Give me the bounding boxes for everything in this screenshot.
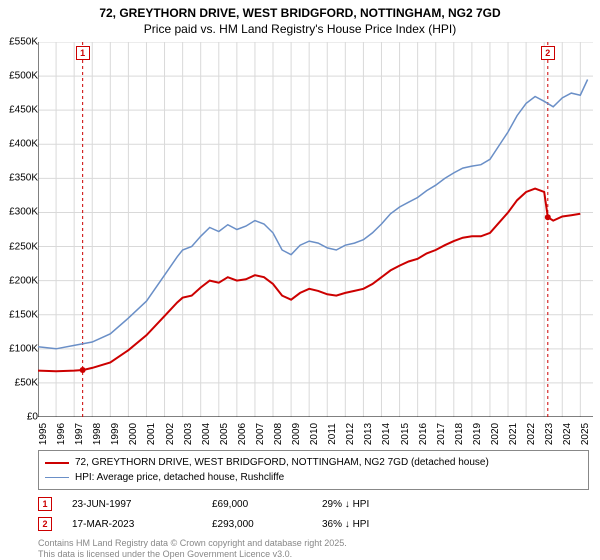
chart-plot (38, 42, 593, 417)
x-tick-label: 1996 (56, 423, 67, 445)
sales-table: 1 23-JUN-1997 £69,000 29% ↓ HPI 2 17-MAR… (38, 494, 589, 534)
y-tick-label: £150K (9, 309, 38, 320)
x-tick-label: 2009 (291, 423, 302, 445)
sale-date: 23-JUN-1997 (72, 499, 192, 510)
legend-swatch (45, 462, 69, 464)
sale-marker-box: 1 (76, 46, 90, 60)
x-tick-label: 2021 (508, 423, 519, 445)
x-tick-label: 2004 (201, 423, 212, 445)
sale-marker: 2 (38, 517, 52, 531)
x-tick-label: 2025 (580, 423, 591, 445)
x-tick-label: 2007 (255, 423, 266, 445)
x-tick-label: 1998 (92, 423, 103, 445)
legend-label: HPI: Average price, detached house, Rush… (75, 470, 284, 485)
x-tick-label: 2014 (381, 423, 392, 445)
attribution-line: This data is licensed under the Open Gov… (38, 549, 347, 560)
x-tick-label: 2022 (526, 423, 537, 445)
x-tick-label: 2011 (327, 423, 338, 445)
x-tick-label: 2019 (472, 423, 483, 445)
y-tick-label: £500K (9, 71, 38, 82)
y-tick-label: £450K (9, 105, 38, 116)
y-tick-label: £250K (9, 241, 38, 252)
x-tick-label: 2006 (237, 423, 248, 445)
y-tick-label: £400K (9, 139, 38, 150)
x-tick-label: 2012 (345, 423, 356, 445)
legend-label: 72, GREYTHORN DRIVE, WEST BRIDGFORD, NOT… (75, 455, 489, 470)
x-tick-label: 2010 (309, 423, 320, 445)
sale-price: £69,000 (212, 499, 302, 510)
sale-marker-box: 2 (541, 46, 555, 60)
x-tick-label: 2000 (128, 423, 139, 445)
chart-title: 72, GREYTHORN DRIVE, WEST BRIDGFORD, NOT… (0, 0, 600, 22)
x-tick-label: 1997 (74, 423, 85, 445)
sale-row: 2 17-MAR-2023 £293,000 36% ↓ HPI (38, 514, 589, 534)
sale-row: 1 23-JUN-1997 £69,000 29% ↓ HPI (38, 494, 589, 514)
legend: 72, GREYTHORN DRIVE, WEST BRIDGFORD, NOT… (38, 450, 589, 490)
x-tick-label: 2015 (400, 423, 411, 445)
y-tick-label: £0 (27, 412, 38, 423)
x-tick-label: 2003 (183, 423, 194, 445)
x-tick-label: 2002 (165, 423, 176, 445)
legend-item: HPI: Average price, detached house, Rush… (45, 470, 582, 485)
sale-date: 17-MAR-2023 (72, 519, 192, 530)
attribution: Contains HM Land Registry data © Crown c… (38, 538, 347, 560)
attribution-line: Contains HM Land Registry data © Crown c… (38, 538, 347, 549)
x-tick-label: 2017 (436, 423, 447, 445)
y-tick-label: £350K (9, 173, 38, 184)
x-tick-label: 2001 (146, 423, 157, 445)
y-tick-label: £200K (9, 275, 38, 286)
chart-subtitle: Price paid vs. HM Land Registry's House … (0, 22, 600, 38)
y-tick-label: £300K (9, 207, 38, 218)
sale-hpi: 29% ↓ HPI (322, 499, 432, 510)
legend-swatch (45, 477, 69, 478)
y-tick-label: £50K (15, 377, 38, 388)
x-tick-label: 2020 (490, 423, 501, 445)
sale-hpi: 36% ↓ HPI (322, 519, 432, 530)
x-tick-label: 1999 (110, 423, 121, 445)
x-tick-label: 2024 (562, 423, 573, 445)
sale-price: £293,000 (212, 519, 302, 530)
x-tick-label: 2023 (544, 423, 555, 445)
x-tick-label: 1995 (38, 423, 49, 445)
legend-item: 72, GREYTHORN DRIVE, WEST BRIDGFORD, NOT… (45, 455, 582, 470)
sale-marker: 1 (38, 497, 52, 511)
x-tick-label: 2008 (273, 423, 284, 445)
x-tick-label: 2013 (363, 423, 374, 445)
x-tick-label: 2005 (219, 423, 230, 445)
x-tick-label: 2018 (454, 423, 465, 445)
y-tick-label: £100K (9, 343, 38, 354)
y-tick-label: £550K (9, 37, 38, 48)
x-tick-label: 2016 (418, 423, 429, 445)
